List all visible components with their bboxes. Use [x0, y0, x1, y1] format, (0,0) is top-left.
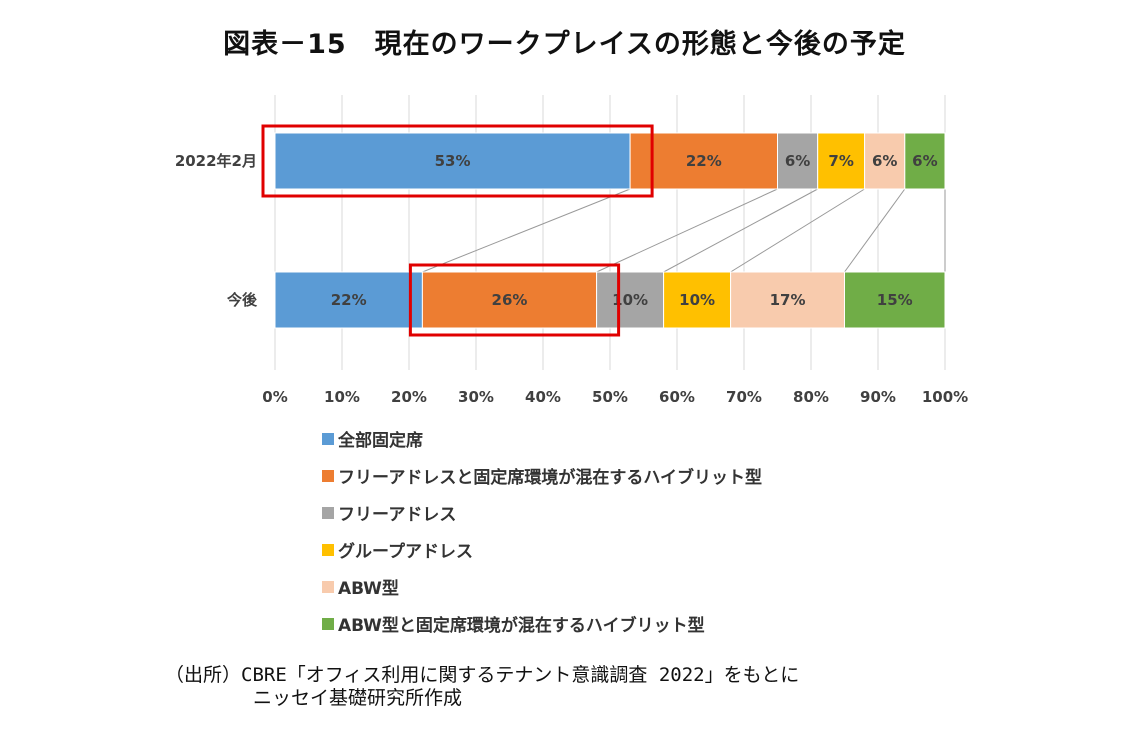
legend-swatch	[322, 433, 334, 445]
legend-label: フリーアドレスと固定席環境が混在するハイブリット型	[338, 468, 762, 488]
bar-segment	[730, 271, 845, 329]
y-category-label: 今後	[226, 291, 258, 309]
highlight-box	[408, 263, 621, 337]
data-label: 10%	[679, 291, 715, 309]
x-tick-label: 40%	[525, 388, 561, 406]
data-label: 15%	[877, 291, 913, 309]
series-connector-line	[730, 188, 865, 273]
highlight-box	[261, 124, 654, 198]
legend-swatch	[322, 544, 334, 556]
x-tick-label: 30%	[458, 388, 494, 406]
legend-swatch	[322, 507, 334, 519]
source-line-2: ニッセイ基礎研究所作成	[253, 687, 463, 709]
legend-item: フリーアドレス	[322, 500, 457, 525]
legend-label: ABW型と固定席環境が混在するハイブリット型	[338, 616, 705, 636]
data-label: 22%	[331, 291, 367, 309]
data-label: 53%	[435, 152, 471, 170]
x-tick-label: 60%	[659, 388, 695, 406]
data-label: 6%	[872, 152, 897, 170]
legend-label: グループアドレス	[338, 542, 473, 562]
x-tick-label: 90%	[860, 388, 896, 406]
bar-segment	[421, 271, 598, 329]
legend-swatch	[322, 618, 334, 630]
legend-label: フリーアドレス	[338, 505, 457, 525]
series-connector-line	[663, 188, 818, 273]
x-tick-label: 0%	[262, 388, 287, 406]
chart-title: 図表－15 現在のワークプレイスの形態と今後の予定	[223, 29, 906, 60]
data-label: 7%	[828, 152, 853, 170]
x-tick-label: 20%	[391, 388, 427, 406]
x-tick-label: 70%	[726, 388, 762, 406]
stacked-bar-chart: 0% 10% 20% 30% 40% 50% 60% 70% 80% 90% 100% 2022年2月…	[175, 95, 968, 406]
legend-swatch	[322, 581, 334, 593]
bar-segment	[817, 132, 866, 190]
source-note: （出所）CBRE「オフィス利用に関するテナント意識調査 2022」をもとに ニッ…	[165, 664, 799, 710]
series-connector-line	[844, 188, 906, 273]
bar-segment	[663, 271, 732, 329]
legend-swatch	[322, 470, 334, 482]
data-label: 22%	[686, 152, 722, 170]
data-label: 26%	[492, 291, 528, 309]
x-tick-label: 100%	[922, 388, 968, 406]
bar-segment	[844, 271, 946, 329]
legend-item: ABW型と固定席環境が混在するハイブリット型	[322, 611, 705, 636]
legend-item: フリーアドレスと固定席環境が混在するハイブリット型	[322, 463, 762, 488]
series-connector-line	[422, 188, 631, 273]
source-line-1: （出所）CBRE「オフィス利用に関するテナント意識調査 2022」をもとに	[165, 664, 800, 686]
legend-label: ABW型	[338, 579, 399, 599]
bar-segment	[274, 132, 631, 190]
x-tick-label: 50%	[592, 388, 628, 406]
bar-segment	[629, 132, 778, 190]
data-label: 6%	[912, 152, 937, 170]
series-connector-line	[596, 188, 778, 273]
legend-item: ABW型	[322, 574, 399, 599]
data-label: 6%	[785, 152, 810, 170]
data-label: 10%	[612, 291, 648, 309]
legend-item: 全部固定席	[322, 426, 423, 451]
x-tick-label: 10%	[324, 388, 360, 406]
legend-item: グループアドレス	[322, 537, 473, 562]
y-category-label: 2022年2月	[175, 152, 257, 170]
bar-segment	[274, 271, 423, 329]
bar-segment	[904, 132, 946, 190]
x-tick-label: 80%	[793, 388, 829, 406]
data-label: 17%	[770, 291, 806, 309]
legend-label: 全部固定席	[338, 431, 423, 451]
